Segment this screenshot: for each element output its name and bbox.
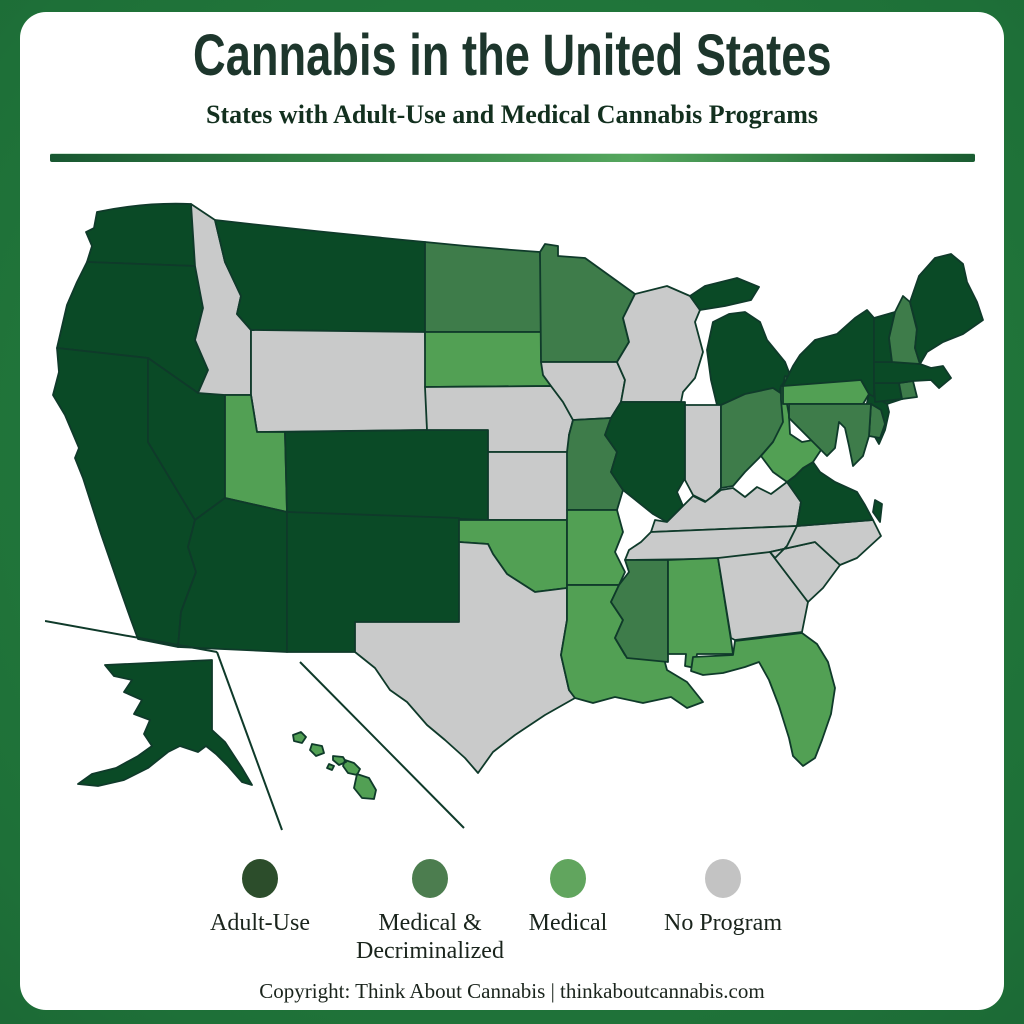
state-colorado xyxy=(284,429,489,521)
legend-item-no-program: No Program xyxy=(623,859,823,937)
state-hawaii xyxy=(292,731,377,800)
inset-divider-line xyxy=(299,661,465,829)
state-maine xyxy=(909,253,984,365)
legend-item-medical: Medical xyxy=(468,859,668,937)
legend-label-no-program: No Program xyxy=(664,910,782,936)
page-title: Cannabis in the United States xyxy=(0,24,1024,88)
state-alaska xyxy=(77,659,253,787)
inset-divider-line xyxy=(44,620,218,653)
state-wisconsin xyxy=(616,285,704,403)
state-rhode-island xyxy=(898,380,918,400)
legend-item-adult-use: Adult-Use xyxy=(160,859,360,937)
state-wyoming xyxy=(250,329,428,433)
state-virginia xyxy=(786,461,883,527)
state-indiana xyxy=(684,404,722,503)
legend-label-medical-decriminalized: Medical & Decriminalized xyxy=(356,910,504,964)
legend-label-adult-use: Adult-Use xyxy=(210,910,310,936)
inset-divider-line xyxy=(216,651,283,831)
state-connecticut xyxy=(873,382,903,403)
legend-swatch-medical-decriminalized xyxy=(412,859,448,898)
us-map xyxy=(44,202,984,831)
state-north-carolina xyxy=(769,519,882,566)
state-south-dakota xyxy=(424,331,552,388)
state-maryland xyxy=(788,403,872,467)
state-washington xyxy=(85,202,196,267)
state-north-dakota xyxy=(424,241,544,333)
state-montana xyxy=(214,219,426,333)
state-arkansas xyxy=(566,509,626,586)
legend-swatch-no-program xyxy=(705,859,741,898)
state-michigan xyxy=(689,277,791,406)
title-divider-rule xyxy=(50,153,975,162)
legend-label-medical: Medical xyxy=(528,910,608,936)
legend-swatch-adult-use xyxy=(242,859,278,898)
page-title-text: Cannabis in the United States xyxy=(192,23,832,88)
state-minnesota xyxy=(539,243,636,363)
legend-swatch-medical xyxy=(550,859,586,898)
copyright-line: Copyright: Think About Cannabis | thinka… xyxy=(259,979,765,1003)
state-texas xyxy=(354,541,576,774)
page-subtitle: States with Adult-Use and Medical Cannab… xyxy=(205,100,818,129)
state-arizona xyxy=(177,497,288,653)
state-florida xyxy=(690,632,836,767)
us-map-container xyxy=(44,190,985,840)
state-kansas xyxy=(487,451,577,521)
legend-item-medical-decriminalized: Medical & Decriminalized xyxy=(330,859,530,965)
